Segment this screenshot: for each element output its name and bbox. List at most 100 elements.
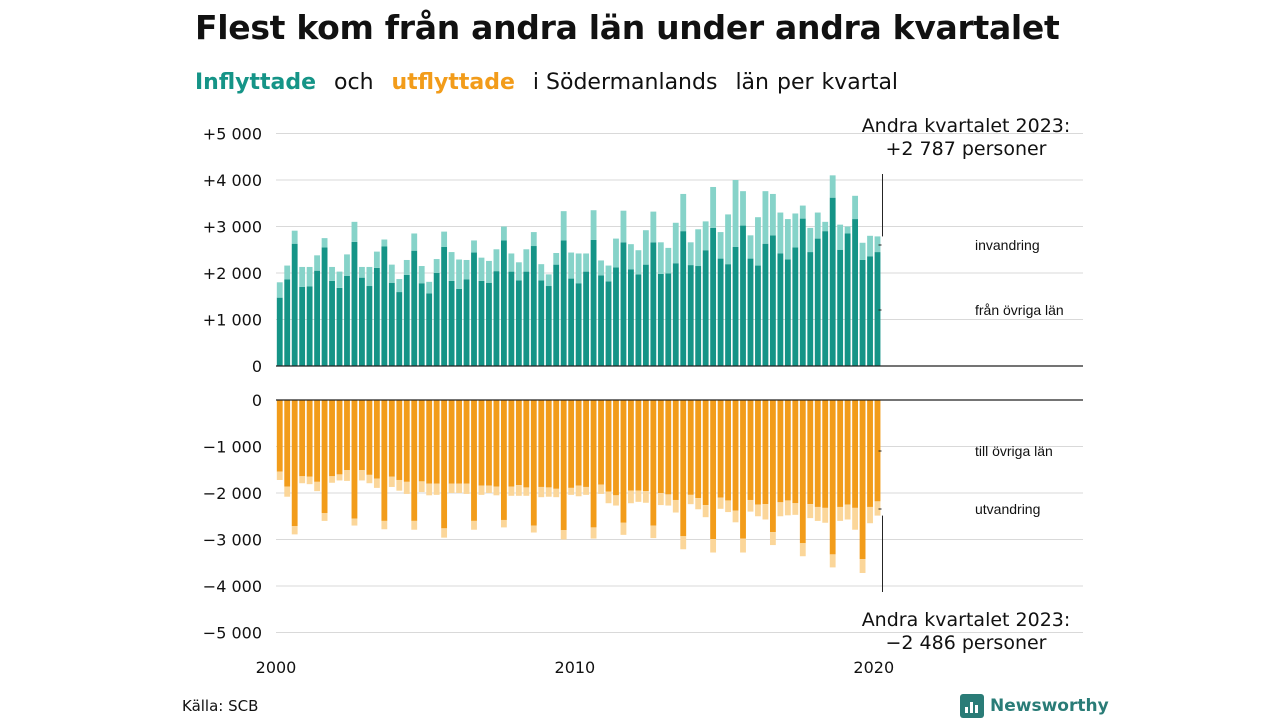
bar-till-ovriga-lan — [583, 400, 590, 487]
bar-till-ovriga-lan — [590, 400, 597, 528]
x-tick-label: 2020 — [853, 658, 894, 677]
bar-utvandring — [844, 504, 851, 520]
bar-utvandring — [538, 486, 545, 498]
bar-utvandring — [478, 485, 485, 495]
bar-utvandring — [344, 470, 350, 481]
bar-invandring — [837, 224, 844, 250]
bar-till-ovriga-lan — [411, 400, 418, 521]
bar-fran-ovriga-lan — [523, 271, 530, 366]
bar-invandring — [486, 260, 492, 283]
bar-utvandring — [642, 491, 649, 503]
bar-invandring — [411, 233, 418, 251]
bar-fran-ovriga-lan — [777, 253, 784, 366]
bar-invandring — [628, 244, 634, 270]
bar-utvandring — [314, 481, 321, 492]
bar-invandring — [299, 266, 306, 287]
bar-till-ovriga-lan — [403, 400, 410, 482]
bar-fran-ovriga-lan — [605, 281, 612, 366]
bar-utvandring — [351, 518, 358, 526]
bar-fran-ovriga-lan — [710, 227, 717, 366]
bar-fran-ovriga-lan — [740, 225, 746, 366]
bar-utvandring — [822, 507, 829, 523]
bar-invandring — [642, 230, 649, 265]
bar-fran-ovriga-lan — [620, 242, 627, 366]
callout-bottom-line1: Andra kvartalet 2023: — [862, 609, 1071, 631]
bar-till-ovriga-lan — [291, 400, 298, 527]
bar-utvandring — [560, 530, 567, 540]
bar-invandring — [530, 232, 537, 247]
bar-invandring — [583, 253, 590, 272]
bar-fran-ovriga-lan — [515, 280, 522, 366]
bar-invandring — [500, 226, 507, 241]
bar-utvandring — [530, 525, 537, 533]
bar-till-ovriga-lan — [665, 400, 672, 495]
bar-fran-ovriga-lan — [814, 238, 821, 366]
subtitle-utflyttade: utflyttade — [391, 70, 515, 95]
bar-invandring — [336, 271, 343, 288]
bar-fran-ovriga-lan — [613, 267, 619, 366]
bar-till-ovriga-lan — [456, 400, 462, 484]
bar-fran-ovriga-lan — [799, 218, 806, 366]
bar-utvandring — [769, 532, 776, 546]
bar-invandring — [523, 249, 530, 272]
bar-invandring — [351, 221, 358, 242]
chart-subtitle: Inflyttade och utflyttade i Södermanlands lä… — [195, 70, 916, 95]
bar-till-ovriga-lan — [306, 400, 313, 477]
bar-till-ovriga-lan — [710, 400, 717, 540]
bar-utvandring — [568, 487, 575, 495]
bar-invandring — [433, 259, 440, 273]
y-tick-label: +5 000 — [203, 125, 262, 144]
bar-till-ovriga-lan — [388, 400, 395, 477]
bar-utvandring — [299, 476, 306, 484]
bar-invandring — [388, 264, 395, 283]
bar-utvandring — [284, 486, 291, 497]
bar-utvandring — [515, 485, 522, 496]
bar-invandring — [657, 242, 664, 274]
bar-utvandring — [500, 519, 507, 528]
brand-logo: Newsworthy — [960, 694, 1109, 718]
bar-invandring — [702, 221, 709, 251]
bar-utvandring — [486, 485, 492, 493]
y-axis-labels: 0 +1 000 +2 000 +3 000 +4 000 +5 000 0 −1 000 −2… — [203, 125, 262, 643]
bar-invandring — [799, 205, 806, 219]
chart-title: Flest kom från andra län under andra kva… — [195, 8, 1060, 47]
bar-fran-ovriga-lan — [351, 241, 358, 366]
label-invandring: invandring — [975, 237, 1040, 253]
bar-fran-ovriga-lan — [717, 258, 724, 366]
subtitle-kvartal: kvartal — [821, 70, 899, 95]
bar-fran-ovriga-lan — [665, 273, 672, 366]
bar-fran-ovriga-lan — [284, 279, 291, 366]
bar-till-ovriga-lan — [747, 400, 754, 500]
bar-invandring — [508, 253, 515, 272]
bar-fran-ovriga-lan — [441, 246, 448, 366]
bar-invandring — [740, 191, 746, 226]
bar-utvandring — [448, 483, 455, 493]
bar-fran-ovriga-lan — [635, 274, 642, 366]
bar-utvandring — [329, 476, 335, 483]
bar-till-ovriga-lan — [732, 400, 739, 511]
y-tick-label: +2 000 — [203, 264, 262, 283]
bar-invandring — [381, 239, 388, 247]
bar-fran-ovriga-lan — [314, 270, 321, 366]
bar-till-ovriga-lan — [545, 400, 552, 488]
bar-invandring — [321, 238, 328, 248]
bar-fran-ovriga-lan — [829, 197, 836, 366]
bar-utvandring — [732, 510, 739, 523]
label-utvandring: utvandring — [975, 501, 1040, 517]
bar-invandring — [478, 257, 485, 281]
bar-fran-ovriga-lan — [508, 271, 515, 366]
bar-invandring — [560, 211, 567, 241]
bar-till-ovriga-lan — [635, 400, 642, 491]
bar-utvandring — [306, 476, 313, 485]
bar-utvandring — [852, 507, 859, 530]
bar-fran-ovriga-lan — [403, 274, 410, 366]
bar-fran-ovriga-lan — [747, 258, 754, 366]
subtitle-per: per — [776, 70, 814, 95]
bar-utvandring — [493, 486, 500, 496]
bar-utvandring — [635, 490, 642, 502]
bar-invandring — [605, 265, 612, 282]
bar-utvandring — [411, 520, 418, 530]
bar-fran-ovriga-lan — [859, 259, 866, 366]
bar-invandring — [538, 264, 545, 281]
bar-invandring — [784, 219, 791, 260]
